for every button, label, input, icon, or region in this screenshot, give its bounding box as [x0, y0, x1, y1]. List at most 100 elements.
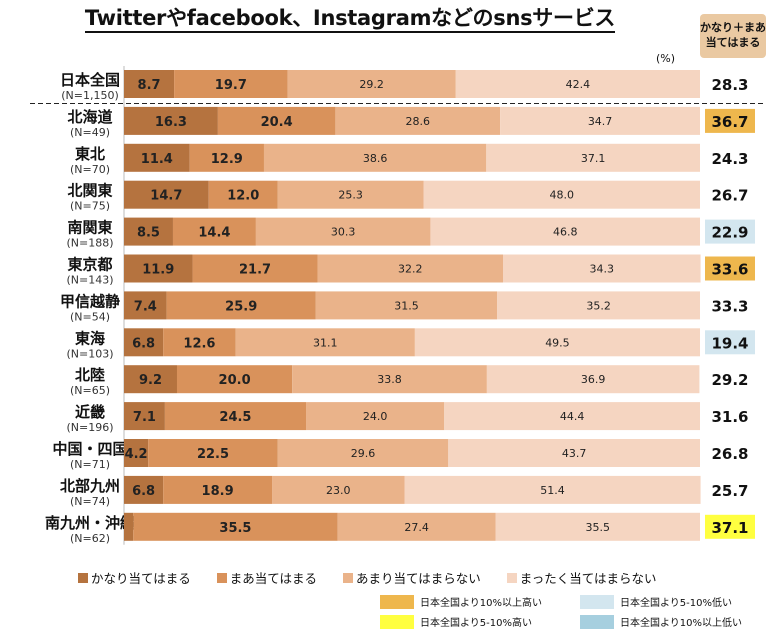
category-label: 近畿 [75, 403, 105, 421]
bar-segment [263, 143, 487, 172]
data-label: 9.2 [139, 373, 162, 388]
summary-value: 28.3 [711, 76, 748, 94]
data-label: 42.4 [566, 78, 591, 91]
sample-size-label: (N=1,150) [61, 89, 119, 102]
legend: かなり当てはまる まあ当てはまる あまり当てはまらない まったく当てはまらない [78, 568, 718, 587]
bar-segment [124, 217, 173, 246]
sig-swatch [380, 594, 414, 609]
bar-segment [423, 180, 700, 209]
sig-swatch [580, 594, 614, 609]
stacked-bar-chart: 日本全国(N=1,150) 8.7 19.7 29.2 42.4 28.3 北海道(N=49… [30, 66, 766, 545]
bar-segment [292, 365, 487, 394]
data-label: 20.0 [219, 373, 251, 388]
category-label: 南関東 [67, 219, 112, 237]
bar-segment [430, 217, 700, 246]
data-label: 8.7 [138, 78, 161, 93]
bar-segment [315, 291, 498, 320]
category-label: 東海 [75, 329, 105, 347]
data-label: 35.5 [219, 521, 251, 536]
sample-size-label: (N=75) [70, 200, 110, 213]
sig-swatch [380, 614, 414, 629]
bar-segment [148, 439, 278, 467]
bar-segment [404, 475, 701, 504]
data-label: 22.5 [197, 447, 229, 462]
data-label: 16.3 [155, 115, 187, 130]
data-label: 14.7 [150, 189, 182, 204]
sig-legend-down5: 日本全国より5-10%低い [580, 594, 732, 609]
summary-value: 19.4 [711, 334, 748, 352]
bar-segment [235, 328, 415, 357]
bar-segment [124, 180, 209, 209]
sig-legend-up10: 日本全国より10%以上高い [380, 594, 542, 609]
bar-segment [306, 402, 445, 431]
data-label: 25.3 [338, 189, 363, 202]
data-label: 12.9 [211, 152, 243, 167]
data-label: 51.4 [540, 484, 565, 497]
data-label: 46.8 [553, 226, 578, 239]
sample-size-label: (N=188) [66, 237, 113, 250]
category-label: 北海道 [67, 108, 112, 126]
sample-size-label: (N=62) [70, 532, 110, 545]
data-label: 11.9 [142, 263, 174, 278]
data-label: 4.2 [125, 447, 148, 462]
data-label: 14.4 [198, 226, 230, 241]
summary-value: 26.7 [711, 187, 748, 205]
bar-segment [124, 254, 193, 283]
legend-swatch [506, 572, 517, 583]
data-label: 35.5 [586, 521, 611, 534]
category-label: 日本全国 [60, 71, 120, 89]
bar-segment [287, 70, 456, 98]
bar-segment [500, 106, 700, 135]
data-label: 7.1 [133, 410, 156, 425]
summary-column-header: かなり＋まあ 当てはまる [700, 14, 766, 58]
bar-segment [124, 70, 175, 98]
bar-segment [124, 328, 164, 357]
data-label: 37.1 [581, 152, 606, 165]
bar-segment [217, 106, 336, 135]
category-label: 東京都 [67, 256, 112, 274]
data-label: 19.7 [215, 78, 247, 93]
legend-swatch [216, 572, 227, 583]
summary-value: 31.6 [711, 408, 748, 426]
data-label: 7.4 [134, 299, 157, 314]
bar-segment [124, 143, 190, 172]
sig-swatch [580, 614, 614, 629]
data-label: 24.0 [363, 410, 388, 423]
data-label: 12.6 [183, 336, 215, 351]
summary-value: 33.6 [711, 261, 748, 279]
summary-value: 26.8 [711, 445, 748, 463]
bar-segment [189, 143, 264, 172]
bar-segment [124, 291, 167, 320]
sample-size-label: (N=70) [70, 163, 110, 176]
bar-segment [486, 365, 700, 394]
summary-highlight [705, 219, 755, 244]
bar-segment [124, 475, 164, 504]
data-label: 34.7 [588, 115, 613, 128]
bar-segment [277, 180, 424, 209]
data-label: 38.6 [363, 152, 388, 165]
bar-segment [448, 439, 700, 467]
summary-highlight [705, 108, 755, 133]
bar-segment [176, 365, 293, 394]
summary-value: 22.9 [711, 224, 748, 242]
sample-size-label: (N=54) [70, 310, 110, 323]
bar-segment [335, 106, 501, 135]
legend-item-amari: あまり当てはまらない [343, 568, 481, 587]
data-label: 8.5 [137, 226, 160, 241]
category-label: 北関東 [67, 182, 112, 200]
sample-size-label: (N=143) [66, 274, 113, 287]
data-label: 29.2 [359, 78, 384, 91]
bar-segment [208, 180, 278, 209]
summary-highlight [705, 330, 755, 355]
category-label: 北部九州 [60, 477, 120, 495]
bar-segment [486, 143, 700, 172]
bar-segment [124, 365, 177, 394]
summary-highlight [705, 514, 755, 539]
bar-segment [163, 328, 236, 357]
bar-segment [172, 217, 256, 246]
data-label: 23.0 [326, 484, 351, 497]
summary-value: 29.2 [711, 371, 748, 389]
bar-segment [124, 512, 134, 541]
bar-segment [164, 402, 307, 431]
sample-size-label: (N=65) [70, 384, 110, 397]
